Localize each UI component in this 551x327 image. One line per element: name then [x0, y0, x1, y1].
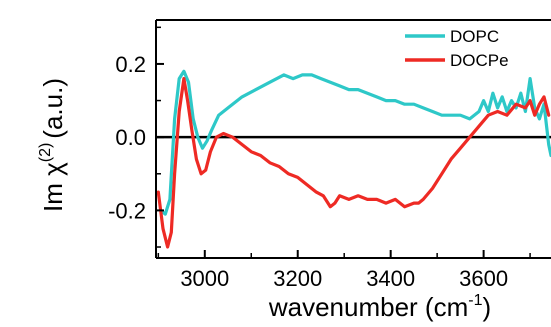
y-tick-label: 0.2: [115, 52, 146, 77]
x-tick-label: 3400: [366, 266, 415, 291]
x-tick-label: 3000: [180, 266, 229, 291]
legend-label-docpe: DOCPe: [450, 51, 509, 70]
x-axis-title: wavenumber (cm-1): [268, 292, 491, 322]
ticks-layer: 3000 3200 3400 3600 0.2 0.0 -0.2: [108, 26, 531, 291]
legend: DOPC DOCPe: [405, 27, 509, 70]
y-tick-label: 0.0: [115, 125, 146, 150]
series-line-docpe: [156, 77, 551, 249]
series-layer: [156, 69, 551, 249]
x-tick-label: 3600: [459, 266, 508, 291]
y-axis-title: Im χ(2)(a.u.): [37, 78, 68, 212]
x-tick-label: 3200: [273, 266, 322, 291]
legend-label-dopc: DOPC: [450, 27, 499, 46]
y-tick-label: -0.2: [108, 198, 146, 223]
series-line-dopc: [159, 69, 551, 216]
